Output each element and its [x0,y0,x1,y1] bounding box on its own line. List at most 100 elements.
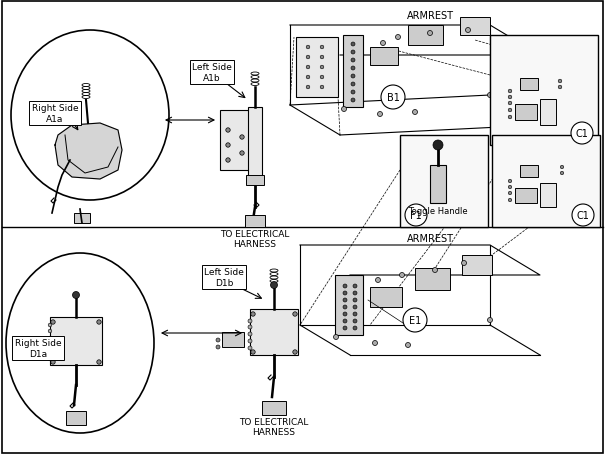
Bar [540,184,556,207]
Circle shape [97,360,101,364]
Circle shape [48,358,52,361]
Bar [415,268,450,290]
Circle shape [248,332,252,336]
Circle shape [320,86,324,90]
Circle shape [462,261,467,266]
Circle shape [353,312,357,316]
Circle shape [405,343,410,348]
Circle shape [508,192,511,195]
Bar [408,26,443,46]
Circle shape [343,291,347,295]
Circle shape [508,96,512,100]
Circle shape [508,116,512,120]
Circle shape [343,284,347,288]
Circle shape [508,180,511,183]
Circle shape [558,80,562,84]
Bar [490,36,598,146]
Circle shape [399,273,404,278]
Circle shape [248,346,252,350]
Circle shape [270,282,278,289]
Bar [246,176,264,186]
Bar [540,100,556,126]
Circle shape [508,199,511,202]
Bar [66,411,86,425]
Circle shape [226,158,230,163]
Circle shape [216,338,220,342]
Text: E1: E1 [409,315,421,325]
Circle shape [465,29,470,33]
Bar [462,255,492,275]
Circle shape [427,31,433,36]
Circle shape [251,312,255,317]
Text: Right Side
D1a: Right Side D1a [15,339,61,358]
Text: Right Side
A1a: Right Side A1a [32,104,78,123]
Circle shape [571,123,593,145]
Circle shape [353,298,357,302]
Bar [515,105,537,121]
Bar [520,79,538,91]
Circle shape [572,205,594,227]
Circle shape [320,56,324,60]
Circle shape [293,312,297,317]
Circle shape [561,172,564,175]
Circle shape [248,339,252,343]
Circle shape [433,268,438,273]
Bar [520,166,538,177]
Circle shape [508,90,512,94]
Circle shape [378,112,382,117]
Bar [50,317,102,365]
Bar [492,136,600,228]
Text: TO ELECTRICAL
HARNESS: TO ELECTRICAL HARNESS [221,229,290,249]
Circle shape [320,66,324,70]
Circle shape [508,186,511,189]
Circle shape [306,66,310,70]
Circle shape [306,86,310,90]
Circle shape [240,152,244,156]
Circle shape [293,350,297,354]
Circle shape [226,143,230,148]
Circle shape [251,350,255,354]
Circle shape [48,329,52,333]
Circle shape [351,99,355,103]
Circle shape [353,305,357,309]
Circle shape [343,319,347,324]
Circle shape [240,136,244,140]
Circle shape [51,320,55,324]
Circle shape [373,341,378,346]
Circle shape [487,93,493,98]
Circle shape [248,319,252,324]
Circle shape [381,86,405,110]
Ellipse shape [6,253,154,433]
Circle shape [508,109,512,112]
Circle shape [320,46,324,50]
Text: C1: C1 [576,211,590,221]
Bar [262,401,286,415]
Circle shape [353,326,357,330]
Circle shape [343,305,347,309]
Circle shape [320,76,324,80]
Circle shape [351,67,355,71]
Bar [74,213,90,223]
Text: ARMREST: ARMREST [407,233,453,243]
Circle shape [351,75,355,79]
Circle shape [381,41,385,46]
Circle shape [248,325,252,329]
Circle shape [353,291,357,295]
Circle shape [216,345,220,349]
Circle shape [353,319,357,324]
Bar [250,309,298,355]
Bar [248,108,262,177]
Bar [296,38,338,98]
Circle shape [343,298,347,302]
Text: Left Side
D1b: Left Side D1b [204,268,244,287]
Circle shape [487,318,493,323]
Circle shape [351,51,355,55]
Bar [460,18,490,36]
Circle shape [403,308,427,332]
Circle shape [376,278,381,283]
Circle shape [561,166,564,169]
Ellipse shape [11,31,169,201]
Text: B1: B1 [387,93,399,103]
Circle shape [226,128,230,133]
Circle shape [343,326,347,330]
